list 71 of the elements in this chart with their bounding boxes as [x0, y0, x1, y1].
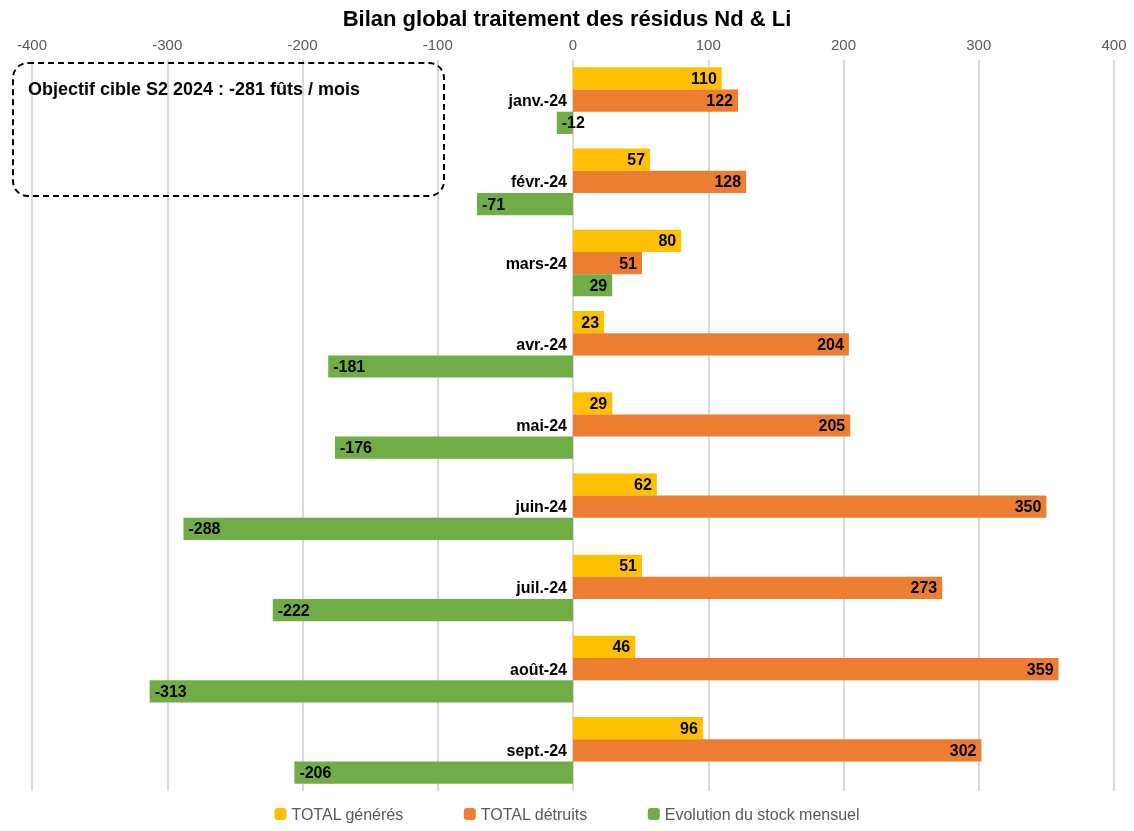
y-tick-label: juil.-24	[515, 579, 568, 597]
data-label: -313	[154, 682, 187, 700]
chart-title: Bilan global traitement des résidus Nd & Li	[342, 5, 792, 31]
data-label: 128	[714, 173, 742, 191]
x-tick-label: -100	[422, 36, 453, 53]
data-label: 46	[612, 638, 631, 656]
bar	[573, 333, 849, 356]
data-label: 273	[910, 579, 938, 597]
data-label: -222	[277, 601, 310, 619]
y-tick-label: juin-24	[514, 498, 568, 516]
legend-label: Evolution du stock mensuel	[664, 805, 860, 823]
bar	[294, 761, 573, 784]
y-tick-label: août-24	[510, 660, 568, 678]
annotation: Objectif cible S2 2024 : -281 fûts / mois	[28, 78, 362, 101]
data-label: -71	[481, 195, 506, 213]
data-label: -288	[188, 520, 221, 538]
y-tick-label: sept.-24	[506, 741, 568, 759]
y-tick-label: janv.-24	[507, 92, 568, 110]
x-tick-label: 200	[830, 36, 857, 53]
bar	[328, 355, 573, 378]
data-label: 110	[690, 69, 717, 87]
bar	[573, 148, 651, 171]
bar	[573, 67, 722, 90]
x-tick-label: 100	[695, 36, 721, 53]
data-label: -181	[333, 357, 366, 375]
bar	[183, 517, 573, 541]
legend-label: TOTAL générés	[291, 805, 404, 823]
legend-label: TOTAL détruits	[480, 805, 588, 823]
data-label: 359	[1026, 660, 1054, 678]
bar	[573, 717, 703, 740]
x-tick-label: -300	[152, 36, 183, 53]
x-tick-label: -200	[287, 36, 318, 53]
data-label: 51	[619, 557, 638, 575]
data-label: 350	[1014, 498, 1042, 516]
bar	[573, 229, 682, 252]
data-label: 29	[589, 394, 608, 412]
data-label: 204	[817, 335, 844, 353]
y-tick-label: mai-24	[516, 417, 568, 434]
bar	[334, 436, 573, 459]
bar	[573, 658, 1059, 681]
y-tick-label: avr.-24	[516, 335, 568, 353]
data-label: 205	[818, 417, 846, 434]
bar	[573, 251, 642, 275]
x-tick-label: 400	[1101, 36, 1127, 53]
data-label: 62	[634, 476, 652, 494]
data-label: 122	[706, 92, 734, 110]
bar	[476, 192, 573, 216]
bar	[573, 170, 747, 193]
y-tick-label: mars-24	[505, 254, 568, 272]
bar	[573, 576, 943, 600]
bar	[573, 414, 851, 437]
data-label: -206	[299, 764, 332, 782]
data-label: 80	[658, 232, 677, 250]
bar	[573, 554, 642, 577]
data-label: 51	[619, 254, 638, 272]
data-label: 57	[627, 151, 646, 169]
bar	[573, 739, 982, 762]
data-label: 302	[949, 741, 977, 759]
bar	[149, 680, 573, 703]
x-tick-label: -400	[16, 36, 48, 53]
bar	[272, 599, 573, 622]
x-tick-label: 300	[966, 36, 992, 53]
data-label: 96	[680, 719, 698, 737]
data-label: -176	[339, 439, 373, 457]
bar	[573, 473, 657, 496]
bar	[573, 89, 739, 112]
data-label: 23	[581, 313, 600, 331]
y-tick-label: févr.-24	[510, 173, 568, 191]
bar	[573, 495, 1047, 518]
data-label: 29	[589, 276, 608, 294]
x-tick-label: 0	[568, 36, 578, 53]
